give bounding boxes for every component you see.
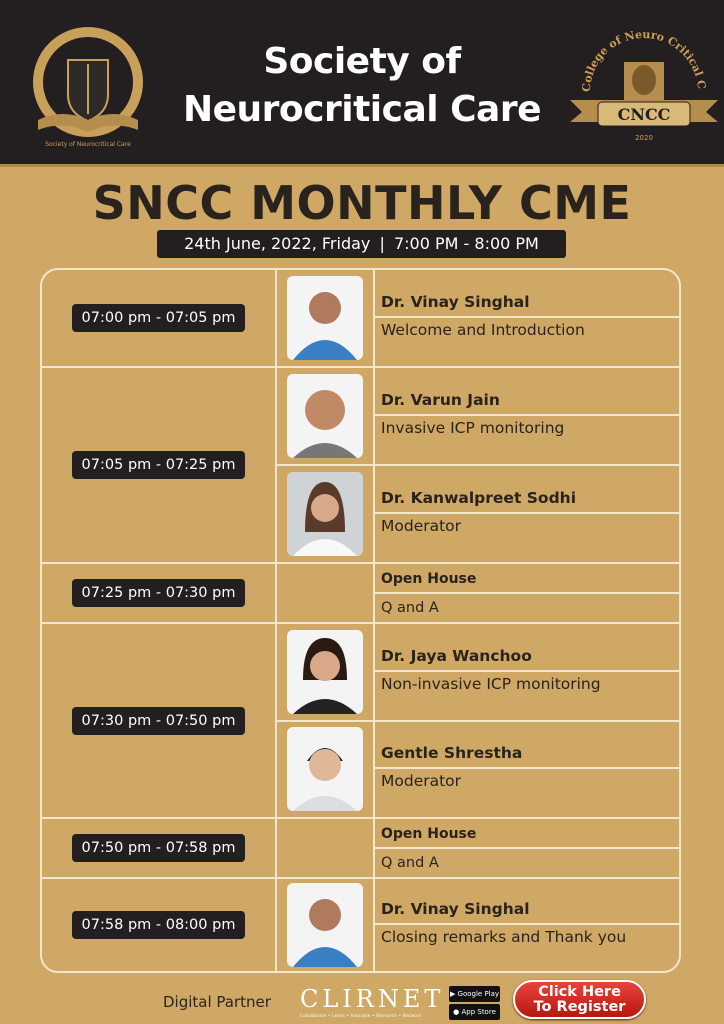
speaker-role: Moderator bbox=[381, 772, 462, 791]
schedule-row: 07:00 pm - 07:05 pm Dr. Vinay Singhal Wel… bbox=[42, 270, 679, 368]
speaker-name: Dr. Kanwalpreet Sodhi bbox=[375, 466, 679, 514]
open-house-topic: Q and A bbox=[381, 600, 439, 616]
schedule-row: 07:25 pm - 07:30 pm Open House Q and A bbox=[42, 564, 679, 624]
speaker-photo bbox=[287, 727, 363, 812]
header-banner: Society of Neurocritical Care Society of… bbox=[0, 0, 724, 167]
open-house-topic: Q and A bbox=[381, 855, 439, 871]
apple-icon: ● bbox=[453, 1008, 462, 1016]
speaker-topic: Welcome and Introduction bbox=[381, 321, 585, 339]
schedule-row: 07:50 pm - 07:58 pm Open House Q and A bbox=[42, 819, 679, 879]
register-button[interactable]: Click Here To Register bbox=[513, 980, 646, 1019]
speaker-photo bbox=[287, 472, 363, 556]
speaker-topic: Closing remarks and Thank you bbox=[381, 928, 627, 946]
time-badge: 07:00 pm - 07:05 pm bbox=[72, 304, 245, 332]
speaker-topic: Non-invasive ICP monitoring bbox=[381, 674, 601, 693]
time-badge: 07:58 pm - 08:00 pm bbox=[72, 911, 245, 939]
time-badge: 07:05 pm - 07:25 pm bbox=[72, 451, 245, 479]
cncc-logo-year: 2020 bbox=[635, 134, 653, 142]
speaker-photo bbox=[287, 374, 363, 458]
event-date: 24th June, 2022, Friday bbox=[184, 234, 371, 253]
speaker-topic: Invasive ICP monitoring bbox=[381, 419, 565, 437]
speaker-name: Dr. Vinay Singhal bbox=[375, 270, 679, 318]
open-house-label: Open House bbox=[375, 564, 679, 594]
clirnet-tagline: Collaborate • Learn • Innovate • Researc… bbox=[300, 1013, 422, 1018]
speaker-name: Gentle Shrestha bbox=[375, 722, 679, 770]
cncc-logo: College of Neuro Critical Care CNCC 2020 bbox=[568, 22, 718, 142]
time-badge: 07:50 pm - 07:58 pm bbox=[72, 834, 245, 862]
cncc-logo-abbr: CNCC bbox=[618, 105, 671, 124]
speaker-entry: Dr. Varun Jain Invasive ICP monitoring bbox=[277, 368, 679, 466]
event-title: SNCC MONTHLY CME bbox=[92, 176, 632, 230]
speaker-photo bbox=[287, 629, 363, 714]
society-logo: Society of Neurocritical Care bbox=[33, 27, 143, 148]
register-line2: To Register bbox=[533, 999, 626, 1015]
google-play-icon: ▶ bbox=[449, 990, 458, 998]
clirnet-logo: CLIRNET bbox=[300, 985, 445, 1013]
header-title-line2: Neurocritical Care bbox=[182, 89, 542, 130]
google-play-badge[interactable]: ▶ Google Play bbox=[449, 986, 500, 1002]
schedule-row: 07:30 pm - 07:50 pm Dr. Jaya Wanchoo Non-… bbox=[42, 624, 679, 819]
speaker-entry: Dr. Vinay Singhal Welcome and Introductio… bbox=[277, 270, 679, 366]
time-badge: 07:25 pm - 07:30 pm bbox=[72, 579, 245, 607]
open-house-label: Open House bbox=[375, 819, 679, 849]
header-title: Society of Neurocritical Care bbox=[160, 38, 564, 134]
speaker-name: Dr. Jaya Wanchoo bbox=[375, 624, 679, 672]
schedule-row: 07:05 pm - 07:25 pm Dr. Varun Jain Invasi… bbox=[42, 368, 679, 564]
speaker-name: Dr. Varun Jain bbox=[375, 368, 679, 416]
speaker-photo bbox=[287, 883, 363, 967]
speaker-entry: Dr. Kanwalpreet Sodhi Moderator bbox=[277, 466, 679, 562]
schedule-row: 07:58 pm - 08:00 pm Dr. Vinay Singhal Clo… bbox=[42, 879, 679, 971]
event-date-bar: 24th June, 2022, Friday | 7:00 PM - 8:00… bbox=[157, 230, 566, 258]
date-separator: | bbox=[379, 234, 385, 253]
time-badge: 07:30 pm - 07:50 pm bbox=[72, 706, 245, 735]
society-logo-text: Society of Neurocritical Care bbox=[45, 141, 131, 148]
app-store-badge[interactable]: ● App Store bbox=[449, 1004, 500, 1020]
speaker-name: Dr. Vinay Singhal bbox=[375, 879, 679, 925]
header-title-line1: Society of bbox=[263, 41, 461, 82]
event-time: 7:00 PM - 8:00 PM bbox=[393, 234, 539, 253]
schedule-table: 07:00 pm - 07:05 pm Dr. Vinay Singhal Wel… bbox=[40, 268, 681, 973]
speaker-entry: Dr. Jaya Wanchoo Non-invasive ICP monitor… bbox=[277, 624, 679, 722]
speaker-photo bbox=[287, 276, 363, 360]
speaker-entry: Dr. Vinay Singhal Closing remarks and Tha… bbox=[277, 879, 679, 971]
digital-partner-label: Digital Partner bbox=[163, 993, 271, 1011]
speaker-role: Moderator bbox=[381, 517, 462, 535]
register-line1: Click Here bbox=[538, 984, 621, 1000]
speaker-entry: Gentle Shrestha Moderator bbox=[277, 721, 679, 817]
